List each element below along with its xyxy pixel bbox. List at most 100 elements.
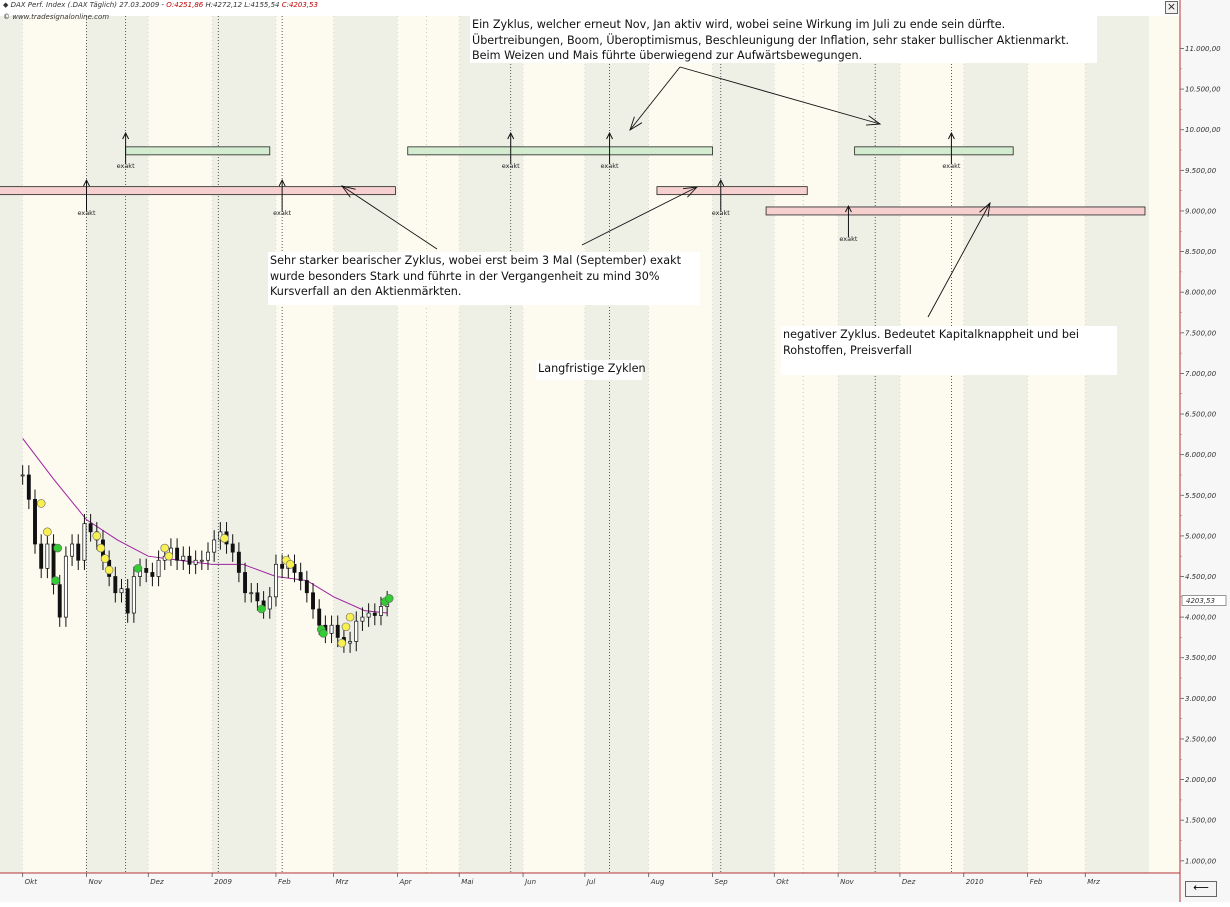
price-candle — [243, 572, 248, 594]
x-tick-label: Mrz — [1087, 878, 1100, 886]
note-line: Beim Weizen und Mais führte überwiegend … — [472, 49, 863, 62]
instrument-name: DAX Perf. Index (.DAX Täglich) — [10, 1, 117, 9]
bullish-zone — [854, 146, 1014, 156]
low-value: L:4155,54 — [244, 1, 280, 9]
annotation-arrow — [581, 186, 698, 246]
price-candle — [45, 543, 50, 569]
bullish-zone — [125, 146, 271, 156]
x-tick-label: Jul — [585, 878, 596, 886]
y-tick-label: 2.500,00 — [1185, 735, 1217, 743]
cycle-arrowhead — [83, 178, 90, 187]
yellow-signal-marker — [96, 543, 106, 553]
y-tick-label: 7.500,00 — [1185, 329, 1217, 337]
annotation-arrow — [679, 66, 881, 125]
y-tick-label: 7.000,00 — [1185, 370, 1217, 378]
price-candle — [360, 616, 365, 622]
price-candle — [249, 592, 254, 595]
price-candle — [206, 551, 210, 561]
y-tick-label: 3.500,00 — [1185, 654, 1217, 662]
cycle-marker-label: exakt — [502, 162, 520, 170]
y-tick-label: 9.500,00 — [1185, 167, 1217, 175]
x-tick-label: Okt — [776, 878, 789, 886]
yellow-signal-marker — [164, 551, 174, 561]
annotation-arrowhead — [629, 116, 643, 132]
y-tick-label: 10.000,00 — [1185, 126, 1221, 134]
month-band — [0, 16, 23, 873]
yellow-signal-marker — [104, 565, 114, 575]
x-tick-label: Okt — [25, 878, 38, 886]
y-tick-label: 10.500,00 — [1185, 86, 1221, 94]
note-line: wurde besonders Stark und führte in der … — [270, 269, 660, 283]
x-tick-label: Mrz — [336, 878, 349, 886]
month-band — [333, 16, 398, 873]
y-tick-label: 5.500,00 — [1185, 492, 1217, 500]
price-candle — [51, 543, 56, 585]
bearish-cycle-note: Sehr starker bearischer Zyklus, wobei er… — [268, 252, 700, 305]
y-tick-label: 4.000,00 — [1185, 614, 1217, 622]
last-price-label: 4203,53 — [1186, 597, 1215, 605]
price-candle — [267, 596, 272, 610]
price-candle — [144, 568, 149, 573]
y-tick-label: 8.500,00 — [1185, 248, 1217, 256]
note-line: Rohstoffen, Preisverfall — [783, 343, 912, 357]
price-candle — [39, 543, 44, 569]
month-band — [584, 16, 649, 873]
price-candle — [156, 559, 161, 577]
price-candle — [354, 620, 359, 642]
cycle-marker-label: exakt — [839, 235, 857, 243]
price-candle — [212, 539, 217, 553]
header-area — [0, 0, 1180, 16]
month-band — [838, 16, 900, 873]
yellow-signal-marker — [341, 622, 351, 632]
month-band — [523, 16, 585, 873]
cycle-marker-label: exakt — [77, 209, 95, 217]
scroll-back-button[interactable]: ⟵ — [1185, 881, 1217, 897]
price-candle — [348, 641, 353, 644]
cycle-marker-label: exakt — [712, 209, 730, 217]
price-candle — [187, 555, 192, 565]
y-tick-label: 11.000,00 — [1185, 45, 1221, 53]
month-band — [397, 16, 460, 873]
price-candle — [181, 555, 186, 561]
price-candle — [175, 547, 180, 561]
price-candle — [366, 612, 371, 618]
cycle-marker-label: exakt — [601, 162, 619, 170]
close-chart-button[interactable]: × — [1165, 0, 1178, 14]
month-band — [148, 16, 213, 873]
last-price-tag — [1181, 595, 1227, 606]
green-signal-marker — [53, 543, 62, 553]
price-candle — [88, 523, 93, 533]
y-tick-label: 8.000,00 — [1185, 289, 1217, 297]
annotation-arrowhead — [340, 185, 356, 198]
instrument-date: 27.03.2009 — [119, 1, 160, 9]
green-signal-marker — [257, 604, 266, 614]
x-tick-label: 2009 — [214, 878, 232, 886]
price-candle — [335, 624, 340, 638]
open-value: O:4251,86 — [166, 1, 204, 9]
y-tick-label: 4.500,00 — [1185, 573, 1217, 581]
price-candle — [329, 624, 334, 634]
annotation-arrow — [927, 202, 991, 318]
bearish-zone — [765, 206, 1146, 216]
annotation-arrowhead — [683, 186, 699, 198]
cycle-arrowhead — [606, 131, 614, 140]
copyright-notice: © www.tradesignalonline.com — [3, 13, 110, 21]
annotation-arrowhead — [866, 115, 882, 126]
yellow-signal-marker — [286, 560, 295, 569]
x-tick-label: Jun — [523, 878, 536, 886]
price-candle — [280, 563, 285, 569]
price-candle — [57, 584, 62, 618]
price-candle — [317, 608, 322, 626]
price-candle — [20, 474, 25, 477]
price-candle — [63, 555, 68, 618]
note-line: Sehr starker bearischer Zyklus, wobei er… — [270, 254, 682, 267]
x-tick-label: 2010 — [966, 878, 984, 886]
x-axis-panel — [0, 874, 1180, 902]
month-band — [774, 16, 839, 873]
price-candle — [304, 580, 309, 594]
month-band — [712, 16, 775, 873]
price-candle — [274, 563, 278, 598]
month-band — [275, 16, 334, 873]
